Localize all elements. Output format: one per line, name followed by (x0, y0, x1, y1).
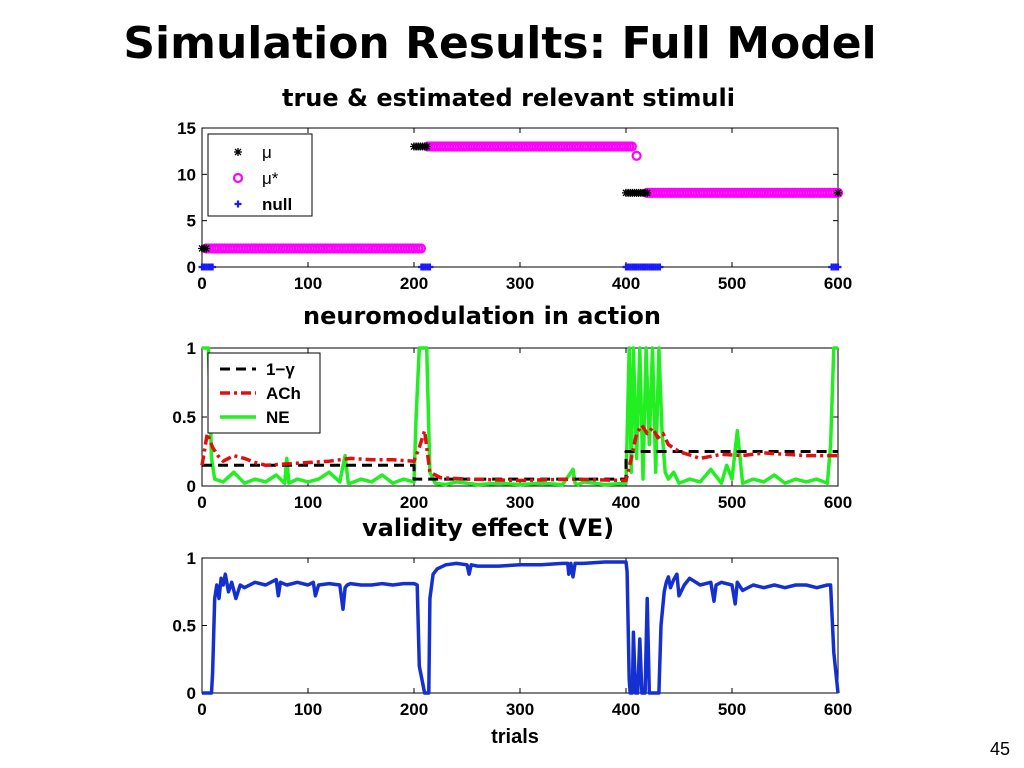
legend: 1−γ ACh NE (207, 352, 321, 434)
x-tick-label: 300 (506, 274, 534, 293)
chart-2-title: neuromodulation in action (303, 302, 661, 330)
neuromodulation-plot: 0 100 200 300 400 500 600 0 0.5 1 1−γ ACh NE (172, 339, 852, 512)
stimuli-plot: 0 100 200 300 400 500 600 0 5 10 15 μ μ* null (177, 119, 852, 293)
x-tick-label: 0 (197, 274, 206, 293)
y-tick-label: 0.5 (172, 617, 196, 636)
mu-marker (234, 148, 242, 156)
x-tick-label: 400 (612, 700, 640, 719)
null-marker (426, 263, 434, 271)
x-tick-label: 500 (718, 700, 746, 719)
x-tick-label: 400 (612, 493, 640, 512)
series-line-2 (202, 346, 838, 487)
null-marker (209, 263, 217, 271)
y-tick-label: 1 (187, 339, 196, 358)
x-tick-label: 300 (506, 493, 534, 512)
null-marker (656, 263, 664, 271)
x-axis-label-trials: trials (491, 726, 539, 748)
y-tick-label: 0 (187, 258, 196, 277)
legend-label: μ* (262, 169, 279, 188)
chart-1-title: true & estimated relevant stimuli (282, 84, 735, 112)
x-tick-label: 600 (824, 274, 852, 293)
x-tick-label: 600 (824, 700, 852, 719)
series-null (198, 263, 842, 271)
mu-marker (834, 188, 842, 197)
null-marker (234, 200, 242, 208)
series-mu (198, 142, 842, 253)
mu-marker (643, 188, 652, 197)
plot-frame (201, 557, 839, 694)
mu-star-marker (631, 150, 642, 161)
x-tick-label: 600 (824, 493, 852, 512)
legend-label: NE (266, 408, 290, 427)
mu-star-marker (415, 243, 426, 254)
y-tick-label: 5 (187, 212, 196, 231)
y-tick-label: 0 (187, 477, 196, 496)
x-tick-label: 0 (197, 493, 206, 512)
x-tick-label: 400 (612, 274, 640, 293)
legend-label: null (262, 195, 292, 214)
mu-star-marker (626, 141, 637, 152)
series-line-0 (202, 450, 838, 481)
mu-marker (202, 244, 211, 253)
x-tick-label: 200 (400, 700, 428, 719)
x-tick-label: 200 (400, 493, 428, 512)
validity-effect-plot: 0 100 200 300 400 500 600 0 0.5 1 (172, 549, 852, 719)
x-tick-label: 100 (294, 493, 322, 512)
legend: μ μ* null (207, 133, 313, 217)
y-tick-label: 0 (187, 684, 196, 703)
mu-star-marker (232, 172, 244, 184)
y-tick-label: 10 (177, 165, 196, 184)
mu-marker (422, 142, 431, 151)
validity-effect-line (202, 560, 840, 695)
legend-label: μ (262, 143, 272, 162)
slide-title: Simulation Results: Full Model (123, 18, 877, 69)
series-line-1 (200, 423, 838, 483)
x-tick-label: 100 (294, 700, 322, 719)
x-tick-label: 500 (718, 274, 746, 293)
x-tick-label: 300 (506, 700, 534, 719)
x-tick-label: 100 (294, 274, 322, 293)
x-tick-label: 200 (400, 274, 428, 293)
legend-label: ACh (266, 384, 301, 403)
null-marker (834, 263, 842, 271)
y-tick-label: 0.5 (172, 408, 196, 427)
chart-3-title: validity effect (VE) (362, 514, 615, 542)
y-tick-label: 1 (187, 549, 196, 568)
y-tick-label: 15 (177, 119, 196, 138)
legend-box (207, 133, 313, 217)
x-tick-label: 0 (197, 700, 206, 719)
slide-number: 45 (989, 739, 1010, 759)
legend-label: 1−γ (266, 360, 295, 379)
x-tick-label: 500 (718, 493, 746, 512)
